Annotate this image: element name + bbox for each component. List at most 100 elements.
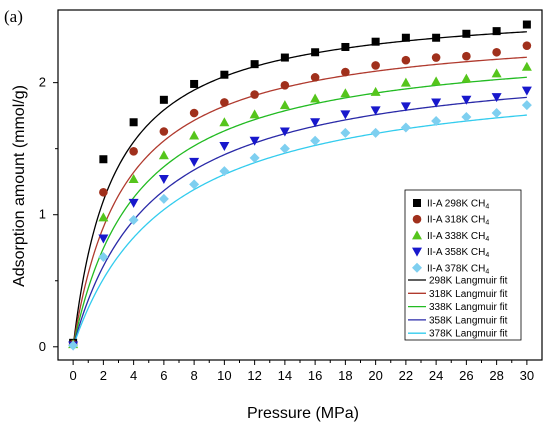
data-point xyxy=(129,118,138,127)
x-tick-label: 20 xyxy=(368,368,382,383)
data-point xyxy=(249,152,260,163)
data-point xyxy=(158,175,169,185)
data-point xyxy=(521,86,532,96)
data-point xyxy=(461,111,472,122)
data-point xyxy=(431,115,442,126)
data-point xyxy=(340,127,351,138)
data-point xyxy=(521,61,532,71)
y-tick-label: 2 xyxy=(39,75,46,90)
legend: II-A 298K CH4 II-A 318K CH4 II-A 338K CH4 I… xyxy=(404,189,522,341)
data-point xyxy=(311,48,320,57)
fit-line xyxy=(72,76,527,347)
data-point xyxy=(461,95,472,105)
data-point xyxy=(279,127,290,137)
data-point xyxy=(219,142,230,152)
data-point xyxy=(400,102,411,112)
data-point xyxy=(279,143,290,154)
data-point xyxy=(370,86,381,96)
data-point xyxy=(280,80,290,90)
fit-line xyxy=(72,96,527,347)
data-point xyxy=(128,174,139,184)
data-point xyxy=(98,251,109,262)
legend-label: 318K Langmuir fit xyxy=(429,289,508,300)
x-tick-label: 18 xyxy=(338,368,352,383)
data-point xyxy=(461,73,472,83)
data-point xyxy=(158,150,169,160)
x-tick-label: 28 xyxy=(489,368,503,383)
data-point xyxy=(310,73,320,82)
legend-label: II-A 298K CH4 xyxy=(427,199,489,211)
data-point xyxy=(491,68,502,78)
data-point xyxy=(220,98,229,107)
data-point xyxy=(492,27,501,36)
x-tick-label: 8 xyxy=(191,368,198,383)
data-point xyxy=(341,42,350,51)
fit-line xyxy=(72,56,527,347)
data-point xyxy=(401,55,411,65)
data-point xyxy=(522,20,531,29)
x-tick-label: 10 xyxy=(217,368,231,383)
data-point xyxy=(99,155,108,164)
x-tick-label: 4 xyxy=(130,368,137,383)
data-point xyxy=(310,118,321,128)
data-point xyxy=(158,193,169,204)
data-point xyxy=(371,61,380,70)
data-point xyxy=(340,88,351,98)
data-point xyxy=(98,212,109,222)
data-point xyxy=(371,37,380,46)
data-point xyxy=(279,100,290,110)
data-point xyxy=(128,215,139,225)
fit-line xyxy=(72,31,527,347)
legend-label: 378K Langmuir fit xyxy=(429,329,508,340)
data-point xyxy=(462,29,471,38)
legend-marker xyxy=(412,230,422,240)
data-point xyxy=(219,117,230,127)
x-tick-label: 22 xyxy=(399,368,413,383)
data-point xyxy=(219,166,230,177)
data-point xyxy=(462,51,471,61)
x-tick-label: 0 xyxy=(70,368,77,383)
data-point xyxy=(68,340,79,351)
data-point xyxy=(189,179,200,190)
legend-label: 338K Langmuir fit xyxy=(429,302,508,313)
data-point xyxy=(98,234,109,244)
data-point xyxy=(400,77,411,87)
y-tick-label: 0 xyxy=(39,339,46,354)
legend-label: II-A 358K CH4 xyxy=(427,247,489,259)
data-point xyxy=(159,127,169,136)
fit-line xyxy=(72,114,527,348)
data-point xyxy=(341,67,350,77)
x-tick-label: 30 xyxy=(520,368,534,383)
data-point xyxy=(370,106,381,116)
legend-marker xyxy=(412,214,422,224)
data-point xyxy=(521,100,532,111)
legend-label: II-A 338K CH4 xyxy=(427,231,489,243)
data-point xyxy=(432,33,441,42)
fit-curves xyxy=(72,31,527,348)
data-point xyxy=(340,110,351,120)
data-point xyxy=(492,47,501,57)
legend-marker xyxy=(412,262,422,273)
data-point xyxy=(189,157,200,167)
data-point xyxy=(431,98,442,108)
data-point xyxy=(310,135,321,146)
legend-box xyxy=(404,189,522,341)
data-point xyxy=(310,93,321,103)
x-axis-title: Pressure (MPa) xyxy=(247,405,359,422)
legend-label: II-A 318K CH4 xyxy=(427,215,489,227)
data-point xyxy=(189,108,199,118)
legend-label: 358K Langmuir fit xyxy=(429,315,508,326)
legend-label: 298K Langmuir fit xyxy=(429,276,508,287)
data-point xyxy=(190,79,199,88)
x-tick-label: 12 xyxy=(247,368,261,383)
data-point xyxy=(220,70,229,79)
x-tick-label: 26 xyxy=(459,368,473,383)
data-point xyxy=(431,76,442,86)
data-point xyxy=(401,33,410,42)
data-point xyxy=(522,41,532,50)
data-point xyxy=(189,130,200,140)
data-point xyxy=(250,90,259,99)
legend-marker xyxy=(413,199,421,207)
data-point xyxy=(128,198,139,208)
y-axis-title: Adsorption amount (mmol/g) xyxy=(11,85,28,287)
